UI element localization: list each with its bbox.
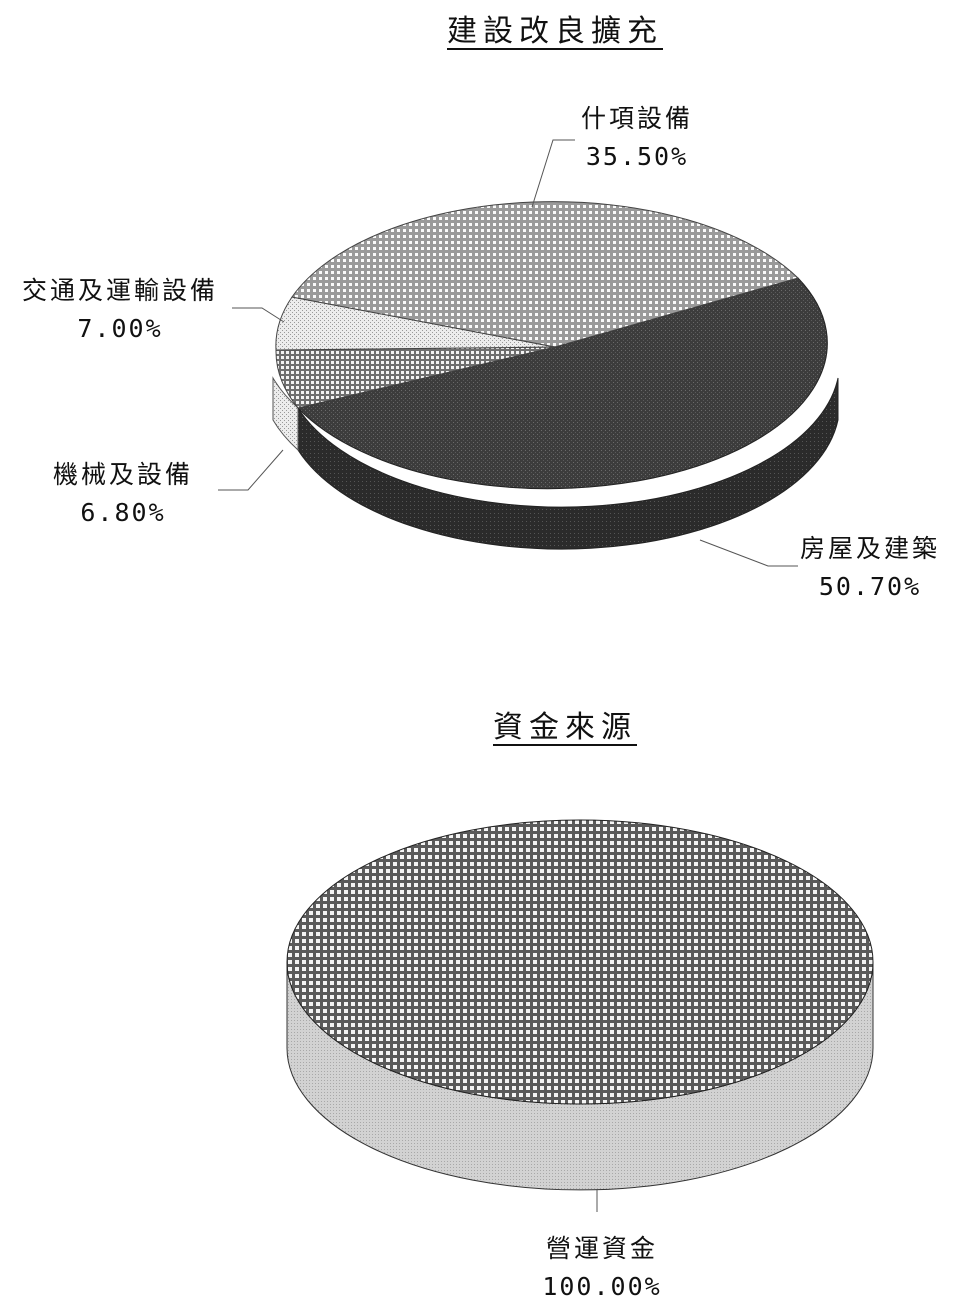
label-machinery: 機械及設備 6.80%	[28, 456, 218, 532]
label-funds-name: 營運資金	[545, 1234, 658, 1263]
label-transport: 交通及運輸設備 7.00%	[2, 272, 238, 348]
label-buildings-pct: 50.70%	[818, 572, 922, 601]
pie-side-machinery	[272, 376, 299, 452]
label-equipment-name: 什項設備	[580, 104, 693, 133]
label-funds-pct: 100.00%	[542, 1272, 662, 1301]
leader-buildings	[699, 539, 798, 567]
label-transport-pct: 7.00%	[77, 314, 163, 343]
label-buildings-name: 房屋及建築	[799, 534, 940, 563]
pie-chart-capital-improvements	[218, 139, 839, 567]
bottom-chart-title: 資金來源	[493, 710, 637, 745]
pie-chart-funding-sources	[286, 819, 874, 1212]
label-machinery-pct: 6.80%	[80, 498, 166, 527]
top-chart-title: 建設改良擴充	[447, 14, 663, 49]
label-transport-name: 交通及運輸設備	[21, 276, 218, 305]
pie-slice-machinery	[275, 346, 556, 409]
leader-machinery	[218, 449, 284, 491]
pie-side-buildings	[297, 377, 839, 550]
label-equipment-pct: 35.50%	[585, 142, 689, 171]
leader-equipment	[531, 139, 575, 208]
leader-transport	[232, 307, 285, 323]
pie-slice-buildings	[297, 277, 828, 490]
label-buildings: 房屋及建築 50.70%	[786, 530, 954, 606]
label-machinery-name: 機械及設備	[52, 460, 193, 489]
label-funds: 營運資金 100.00%	[527, 1230, 677, 1306]
label-equipment: 什項設備 35.50%	[562, 100, 712, 176]
